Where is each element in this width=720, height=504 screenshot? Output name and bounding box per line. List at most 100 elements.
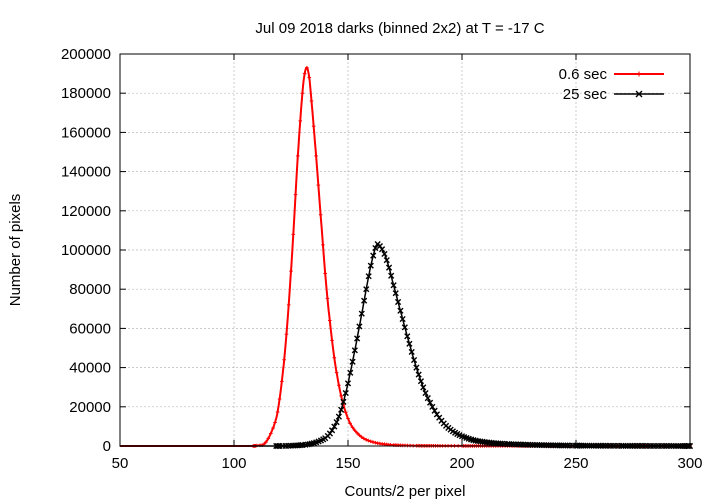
data-point: [399, 315, 406, 323]
x-tick-label: 150: [335, 455, 360, 472]
data-point: [301, 92, 303, 94]
data-point: [424, 395, 431, 402]
y-tick-label: 120000: [61, 203, 111, 220]
data-point: [377, 243, 379, 245]
legend-label: 0.6 sec: [559, 66, 608, 83]
x-tick-label: 50: [112, 455, 129, 472]
data-point: [298, 119, 303, 123]
data-point: [348, 421, 352, 426]
data-point: [365, 288, 367, 290]
y-tick-label: 200000: [61, 46, 111, 63]
data-point: [308, 76, 310, 79]
data-point: [334, 370, 339, 375]
y-tick-label: 0: [103, 438, 111, 455]
data-point: [358, 310, 365, 317]
data-point: [340, 398, 347, 405]
series-line-0-6-sec: [120, 66, 690, 447]
data-point: [420, 384, 427, 391]
data-point: [401, 324, 408, 331]
data-point: [268, 431, 273, 436]
y-tick-label: 60000: [69, 320, 111, 337]
data-point: [410, 356, 418, 364]
y-tick-label: 180000: [61, 85, 111, 102]
series-line-25-sec: [120, 243, 690, 447]
data-point: [388, 267, 390, 269]
x-axis-label: Counts/2 per pixel: [345, 483, 466, 500]
x-tick-label: 300: [677, 455, 702, 472]
data-point: [352, 428, 357, 432]
data-point: [484, 441, 486, 443]
data-point: [325, 296, 330, 301]
data-point: [315, 155, 317, 157]
grid-lines: [120, 54, 690, 446]
data-point: [351, 347, 358, 354]
data-point: [507, 443, 509, 445]
y-tick-label: 140000: [61, 164, 111, 181]
data-point: [461, 435, 463, 437]
data-point: [324, 272, 326, 275]
data-point: [374, 247, 376, 249]
data-point: [417, 378, 425, 385]
data-point: [379, 245, 381, 247]
data-point: [361, 297, 368, 304]
data-point: [338, 416, 340, 418]
y-tick-label: 40000: [69, 360, 111, 377]
y-tick-label: 160000: [61, 124, 111, 141]
data-point: [393, 284, 395, 286]
data-point: [361, 436, 366, 441]
data-point: [351, 361, 354, 363]
data-point: [371, 440, 375, 444]
data-point: [338, 406, 345, 413]
data-point: [324, 437, 326, 439]
data-point: [534, 441, 541, 449]
data-point: [355, 431, 359, 435]
data-point: [304, 73, 306, 75]
y-axis-ticks: 0 20000 40000 60000 80000 100000 120000 140000 1…: [61, 46, 690, 455]
data-point: [333, 419, 340, 426]
data-point: [383, 257, 390, 264]
data-point: [452, 430, 454, 432]
data-point: [338, 384, 340, 386]
data-point: [275, 410, 280, 414]
x-tick-label: 250: [563, 455, 588, 472]
y-axis-label: Number of pixels: [7, 194, 24, 307]
data-point: [393, 444, 395, 446]
data-point: [279, 398, 281, 400]
legend: 0.6 sec 25 sec: [559, 66, 664, 103]
data-point: [347, 369, 354, 376]
data-point: [280, 379, 284, 384]
data-point: [434, 410, 436, 412]
data-point: [529, 444, 532, 446]
data-point: [370, 265, 372, 267]
data-point: [339, 394, 343, 398]
data-point: [293, 192, 298, 197]
data-point: [301, 444, 303, 446]
data-point: [345, 392, 347, 394]
data-point: [310, 100, 313, 102]
data-point: [297, 155, 299, 157]
data-point: [406, 335, 408, 337]
series-25-sec: [119, 241, 694, 450]
data-point: [433, 411, 441, 418]
data-point: [343, 410, 348, 415]
data-point: [374, 442, 376, 444]
y-tick-label: 80000: [69, 281, 111, 298]
data-point: [283, 359, 285, 361]
data-point: [365, 273, 372, 280]
data-point: [415, 367, 417, 369]
data-point: [370, 252, 377, 259]
data-point: [408, 348, 415, 356]
x-axis-ticks: 50 100 150 200 250 300: [112, 54, 703, 472]
data-point: [329, 319, 331, 322]
data-point: [330, 338, 334, 343]
legend-label: 25 sec: [563, 86, 608, 103]
data-point: [392, 290, 399, 297]
data-point: [351, 426, 354, 428]
plot-area: [119, 65, 694, 450]
chart-title: Jul 09 2018 darks (binned 2x2) at T = -1…: [255, 20, 544, 37]
data-point: [359, 435, 364, 439]
data-point: [472, 439, 474, 441]
data-point: [399, 310, 402, 312]
data-point: [311, 124, 316, 129]
